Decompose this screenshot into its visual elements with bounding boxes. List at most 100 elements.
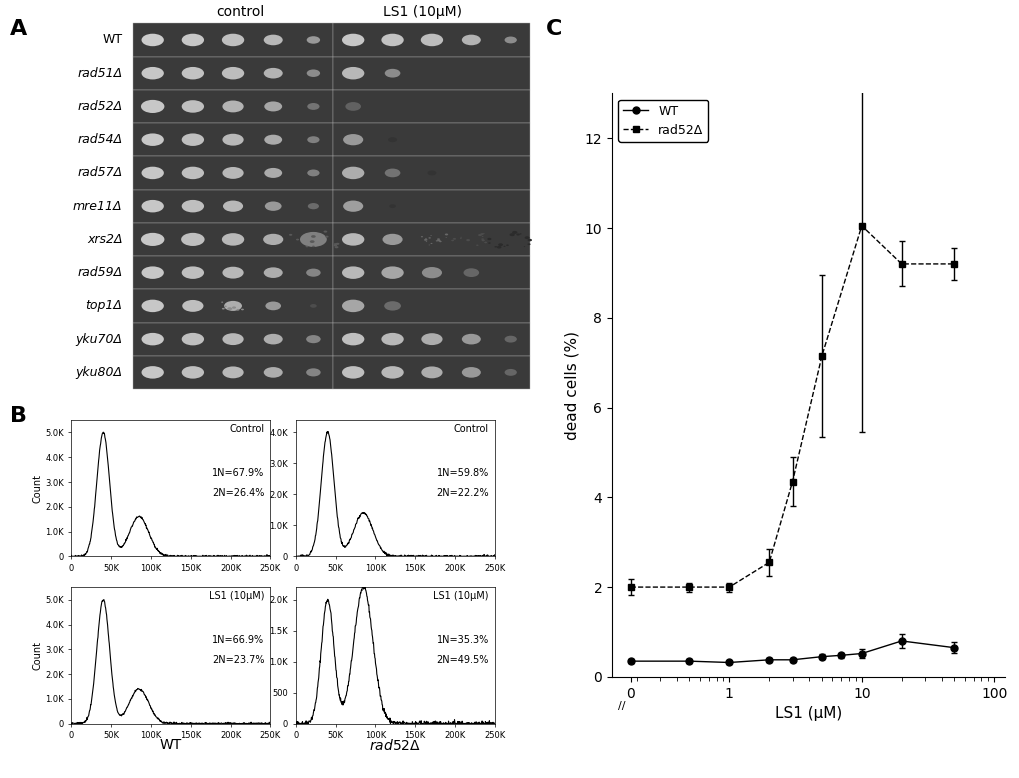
Bar <box>132 23 333 57</box>
Ellipse shape <box>181 366 204 379</box>
Text: $\mathit{rad52\Delta}$: $\mathit{rad52\Delta}$ <box>369 738 421 752</box>
Y-axis label: Count: Count <box>33 474 42 503</box>
Ellipse shape <box>181 100 204 113</box>
Ellipse shape <box>478 234 481 237</box>
Ellipse shape <box>323 230 327 233</box>
Ellipse shape <box>523 246 525 247</box>
Ellipse shape <box>512 231 517 234</box>
Ellipse shape <box>384 301 400 310</box>
Ellipse shape <box>335 243 339 245</box>
Ellipse shape <box>142 33 164 46</box>
Ellipse shape <box>222 134 244 145</box>
Ellipse shape <box>181 134 204 146</box>
Ellipse shape <box>421 333 442 345</box>
Ellipse shape <box>481 238 483 240</box>
Ellipse shape <box>181 233 205 246</box>
Ellipse shape <box>222 267 244 279</box>
Text: rad52Δ: rad52Δ <box>77 100 122 113</box>
Ellipse shape <box>427 170 436 175</box>
Ellipse shape <box>236 309 239 310</box>
Ellipse shape <box>296 239 299 240</box>
X-axis label: LS1 (μM): LS1 (μM) <box>774 706 841 721</box>
Ellipse shape <box>484 242 486 244</box>
Ellipse shape <box>424 239 427 240</box>
Text: rad54Δ: rad54Δ <box>77 133 122 146</box>
Ellipse shape <box>265 202 281 211</box>
Ellipse shape <box>381 333 404 345</box>
Ellipse shape <box>381 266 404 279</box>
Ellipse shape <box>264 68 282 79</box>
Ellipse shape <box>224 301 242 311</box>
Ellipse shape <box>221 302 223 303</box>
Ellipse shape <box>306 368 320 377</box>
Bar <box>132 89 333 123</box>
Bar <box>132 123 333 156</box>
Ellipse shape <box>310 304 317 308</box>
Text: 1N=66.9%: 1N=66.9% <box>212 635 264 645</box>
Ellipse shape <box>452 238 455 240</box>
Ellipse shape <box>382 233 403 245</box>
Bar <box>132 190 333 223</box>
Ellipse shape <box>435 240 437 241</box>
Text: A: A <box>10 19 28 40</box>
Ellipse shape <box>450 240 453 241</box>
Ellipse shape <box>480 233 483 235</box>
Bar <box>333 323 530 356</box>
Ellipse shape <box>142 166 164 179</box>
Ellipse shape <box>142 333 164 345</box>
Ellipse shape <box>425 241 427 242</box>
Ellipse shape <box>341 166 364 179</box>
Bar <box>333 190 530 223</box>
Bar <box>333 156 530 190</box>
Ellipse shape <box>182 300 203 312</box>
Ellipse shape <box>421 33 442 46</box>
Ellipse shape <box>141 233 164 246</box>
Ellipse shape <box>222 308 224 310</box>
Ellipse shape <box>181 266 204 279</box>
Ellipse shape <box>481 234 482 235</box>
Ellipse shape <box>503 246 505 247</box>
Ellipse shape <box>222 33 244 46</box>
Ellipse shape <box>141 100 164 113</box>
Ellipse shape <box>181 33 204 46</box>
Ellipse shape <box>264 168 282 178</box>
Ellipse shape <box>231 307 235 309</box>
Legend: WT, rad52Δ: WT, rad52Δ <box>618 100 708 142</box>
Ellipse shape <box>312 246 315 247</box>
Ellipse shape <box>223 201 243 212</box>
Ellipse shape <box>341 33 364 46</box>
Text: LS1 (10μM): LS1 (10μM) <box>209 591 264 601</box>
Ellipse shape <box>460 237 462 238</box>
Ellipse shape <box>333 244 337 247</box>
Ellipse shape <box>311 235 316 238</box>
Ellipse shape <box>381 33 404 46</box>
Ellipse shape <box>142 266 164 279</box>
Ellipse shape <box>504 37 517 44</box>
Ellipse shape <box>306 268 320 277</box>
Ellipse shape <box>334 246 338 248</box>
Ellipse shape <box>264 101 282 111</box>
Bar <box>132 57 333 89</box>
Bar <box>333 57 530 89</box>
Ellipse shape <box>341 300 364 312</box>
Bar <box>132 323 333 356</box>
Ellipse shape <box>481 240 484 241</box>
Ellipse shape <box>341 333 364 345</box>
Bar <box>333 289 530 323</box>
Ellipse shape <box>222 333 244 345</box>
Text: rad59Δ: rad59Δ <box>77 266 122 279</box>
Ellipse shape <box>430 243 432 244</box>
Ellipse shape <box>497 244 502 246</box>
Ellipse shape <box>341 233 364 246</box>
Text: rad57Δ: rad57Δ <box>77 166 122 180</box>
Ellipse shape <box>527 239 532 241</box>
Ellipse shape <box>264 135 282 145</box>
Ellipse shape <box>142 200 164 212</box>
Ellipse shape <box>222 233 244 246</box>
Ellipse shape <box>142 134 164 146</box>
Ellipse shape <box>481 236 483 237</box>
Ellipse shape <box>341 266 364 279</box>
Ellipse shape <box>307 37 320 44</box>
Text: B: B <box>10 406 28 426</box>
Ellipse shape <box>227 307 231 310</box>
